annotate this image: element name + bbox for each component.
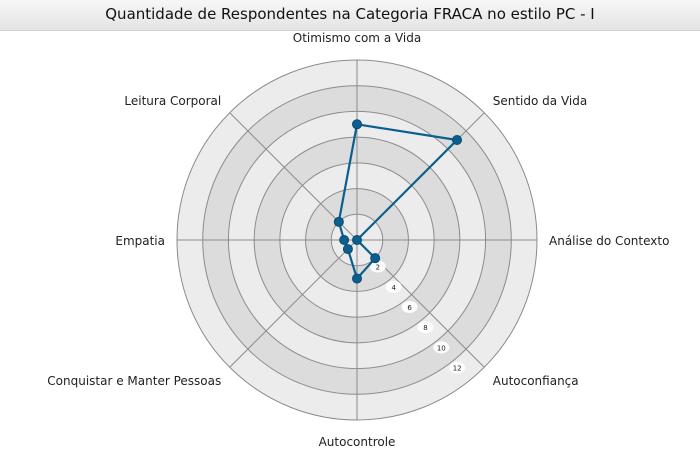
category-label: Autocontrole	[319, 435, 396, 449]
category-label: Leitura Corporal	[124, 94, 221, 108]
radar-tick-label: 8	[423, 324, 427, 332]
radar-tick-label: 10	[437, 344, 446, 352]
radar-tick-label-bg	[385, 280, 402, 293]
category-label: Empatia	[115, 234, 165, 248]
category-label: Sentido da Vida	[493, 94, 587, 108]
radar-tick-label-bg	[369, 260, 386, 273]
radar-tick-label: 4	[391, 284, 396, 292]
data-point	[352, 119, 362, 130]
radar-tick-label: 2	[376, 264, 380, 272]
data-point	[352, 235, 362, 245]
data-point	[333, 216, 344, 227]
radar-tick-label: 12	[453, 365, 462, 373]
radar-tick-label-bg	[449, 361, 466, 374]
category-label: Análise do Contexto	[549, 234, 669, 248]
data-point	[352, 273, 362, 284]
data-point	[339, 235, 350, 245]
chart-title: Quantidade de Respondentes na Categoria …	[0, 0, 700, 31]
radar-tick-label-bg	[417, 321, 434, 334]
category-label: Otimismo com a Vida	[293, 31, 421, 45]
radar-spoke	[229, 239, 358, 368]
radar-tick-label: 6	[407, 304, 412, 312]
radar-tick-label-bg	[433, 341, 450, 354]
category-label: Conquistar e Manter Pessoas	[47, 374, 221, 388]
data-point	[370, 253, 381, 264]
data-point	[452, 134, 463, 145]
radar-tick-label-bg	[401, 300, 418, 313]
data-point	[342, 244, 353, 255]
category-label: Autoconfiança	[493, 374, 579, 388]
